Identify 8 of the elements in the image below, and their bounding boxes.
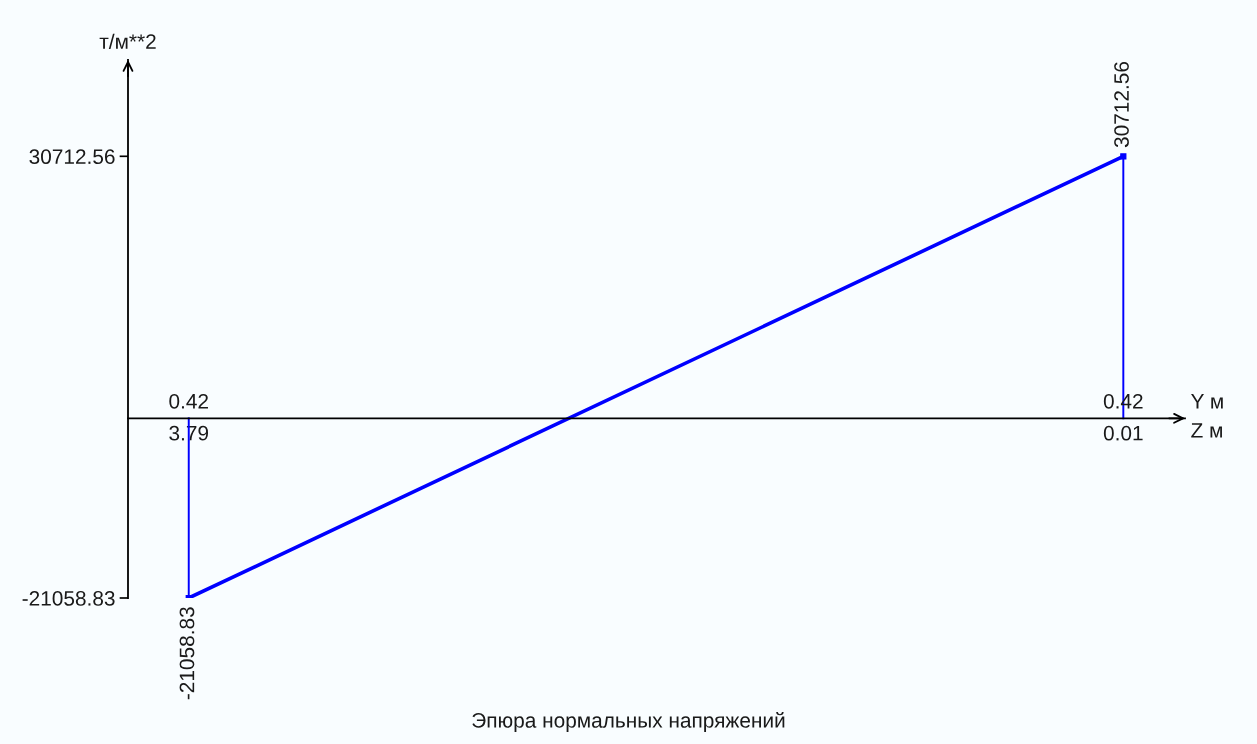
x-tick-label: 0.01 (1103, 425, 1143, 441)
annotation: Y м (1191, 394, 1223, 409)
x-axis-title: Z м (1191, 423, 1222, 438)
annotation: 0.42 (169, 393, 208, 409)
data-label: 30712.56 (1114, 61, 1129, 148)
text: Эпюра нормальных напряжений (472, 712, 785, 732)
data-label: -21058.83 (179, 607, 195, 700)
y-axis-title: т/м**2 (99, 33, 156, 49)
